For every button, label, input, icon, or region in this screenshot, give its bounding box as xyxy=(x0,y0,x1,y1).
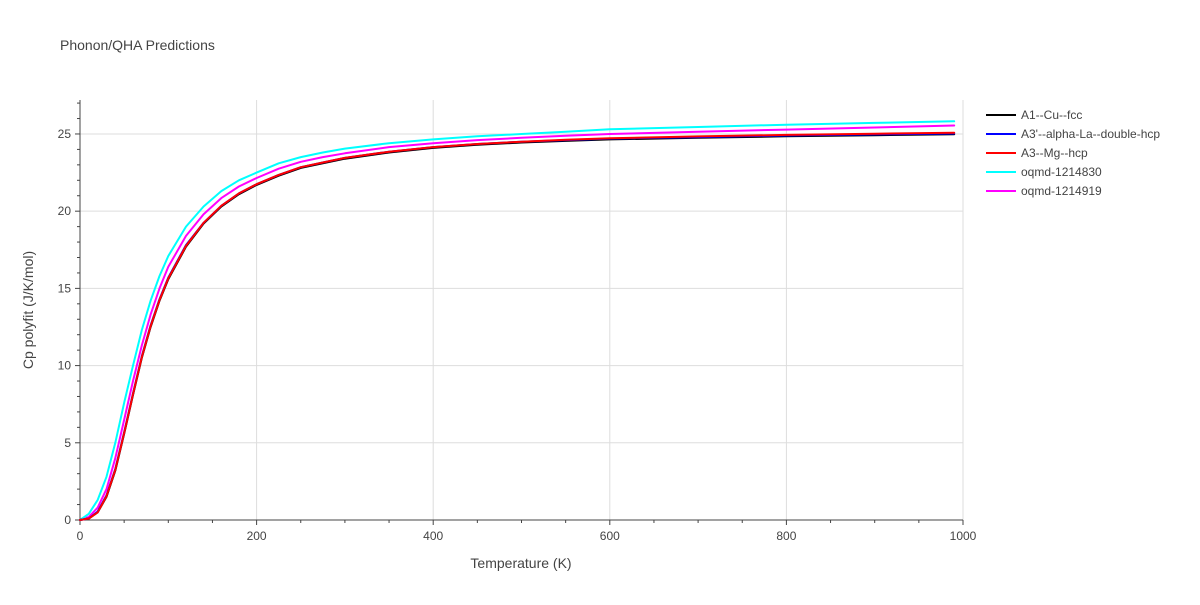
legend-label: oqmd-1214919 xyxy=(1021,184,1102,198)
y-tick-label: 5 xyxy=(64,436,71,450)
y-axis-title: Cp polyfit (J/K/mol) xyxy=(20,251,36,369)
y-tick-label: 10 xyxy=(58,359,72,373)
x-axis-title: Temperature (K) xyxy=(470,555,571,571)
legend-item[interactable]: oqmd-1214919 xyxy=(986,184,1102,198)
legend-item[interactable]: A1--Cu--fcc xyxy=(986,108,1082,122)
series-line-2 xyxy=(79,132,956,521)
series-line-1 xyxy=(79,133,956,521)
y-tick-label: 0 xyxy=(64,513,71,527)
grid xyxy=(80,100,964,520)
x-tick-label: 600 xyxy=(600,529,620,543)
legend-item[interactable]: A3'--alpha-La--double-hcp xyxy=(986,127,1160,141)
series-line-3 xyxy=(79,131,956,521)
legend-label: A3'--alpha-La--double-hcp xyxy=(1021,127,1160,141)
legend-item[interactable]: oqmd-1214830 xyxy=(986,165,1102,179)
x-tick-label: 1000 xyxy=(950,529,977,543)
x-tick-label: 400 xyxy=(423,529,443,543)
x-tick-label: 800 xyxy=(776,529,796,543)
series-line-4 xyxy=(79,120,956,521)
x-tick-label: 0 xyxy=(77,529,84,543)
legend-label: A1--Cu--fcc xyxy=(1021,108,1082,122)
chart-title: Phonon/QHA Predictions xyxy=(60,37,215,53)
y-tick-label: 15 xyxy=(58,281,72,295)
x-tick-label: 200 xyxy=(247,529,267,543)
y-tick-label: 20 xyxy=(58,204,72,218)
legend: A1--Cu--fcc A3'--alpha-La--double-hcp A3--… xyxy=(986,108,1160,198)
legend-label: A3--Mg--hcp xyxy=(1021,146,1088,160)
series-line-5 xyxy=(79,124,956,521)
y-tick-label: 25 xyxy=(58,127,72,141)
legend-item[interactable]: A3--Mg--hcp xyxy=(986,146,1088,160)
legend-label: oqmd-1214830 xyxy=(1021,165,1102,179)
axes: 0 200 400 600 800 1000 0 5 10 15 20 25 xyxy=(58,100,977,543)
series-lines xyxy=(79,120,956,521)
